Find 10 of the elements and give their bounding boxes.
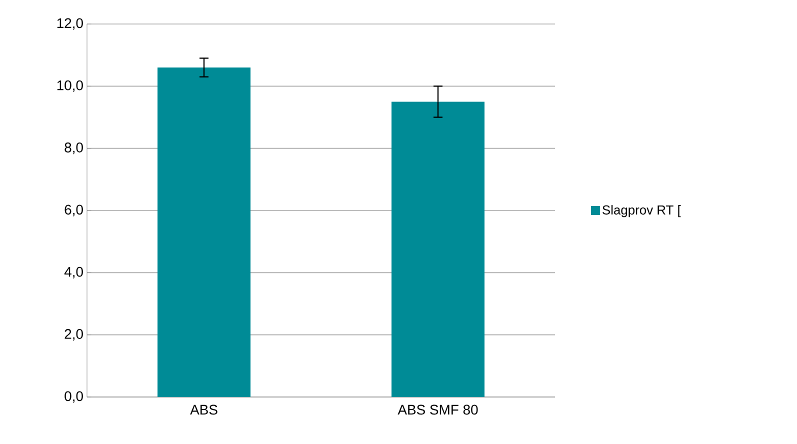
y-tick-label: 4,0 [64, 266, 83, 278]
y-tick-label: 8,0 [64, 142, 83, 154]
y-tick-label: 6,0 [64, 204, 83, 216]
x-tick-label: ABS [190, 404, 218, 415]
y-tick-label: 0,0 [64, 391, 83, 403]
y-tick-label: 10,0 [57, 80, 83, 92]
legend-label: Slagprov RT [ [602, 205, 681, 218]
x-tick-label: ABS SMF 80 [398, 404, 478, 415]
y-tick-label: 12,0 [57, 18, 83, 30]
y-tick-label: 2,0 [64, 329, 83, 341]
